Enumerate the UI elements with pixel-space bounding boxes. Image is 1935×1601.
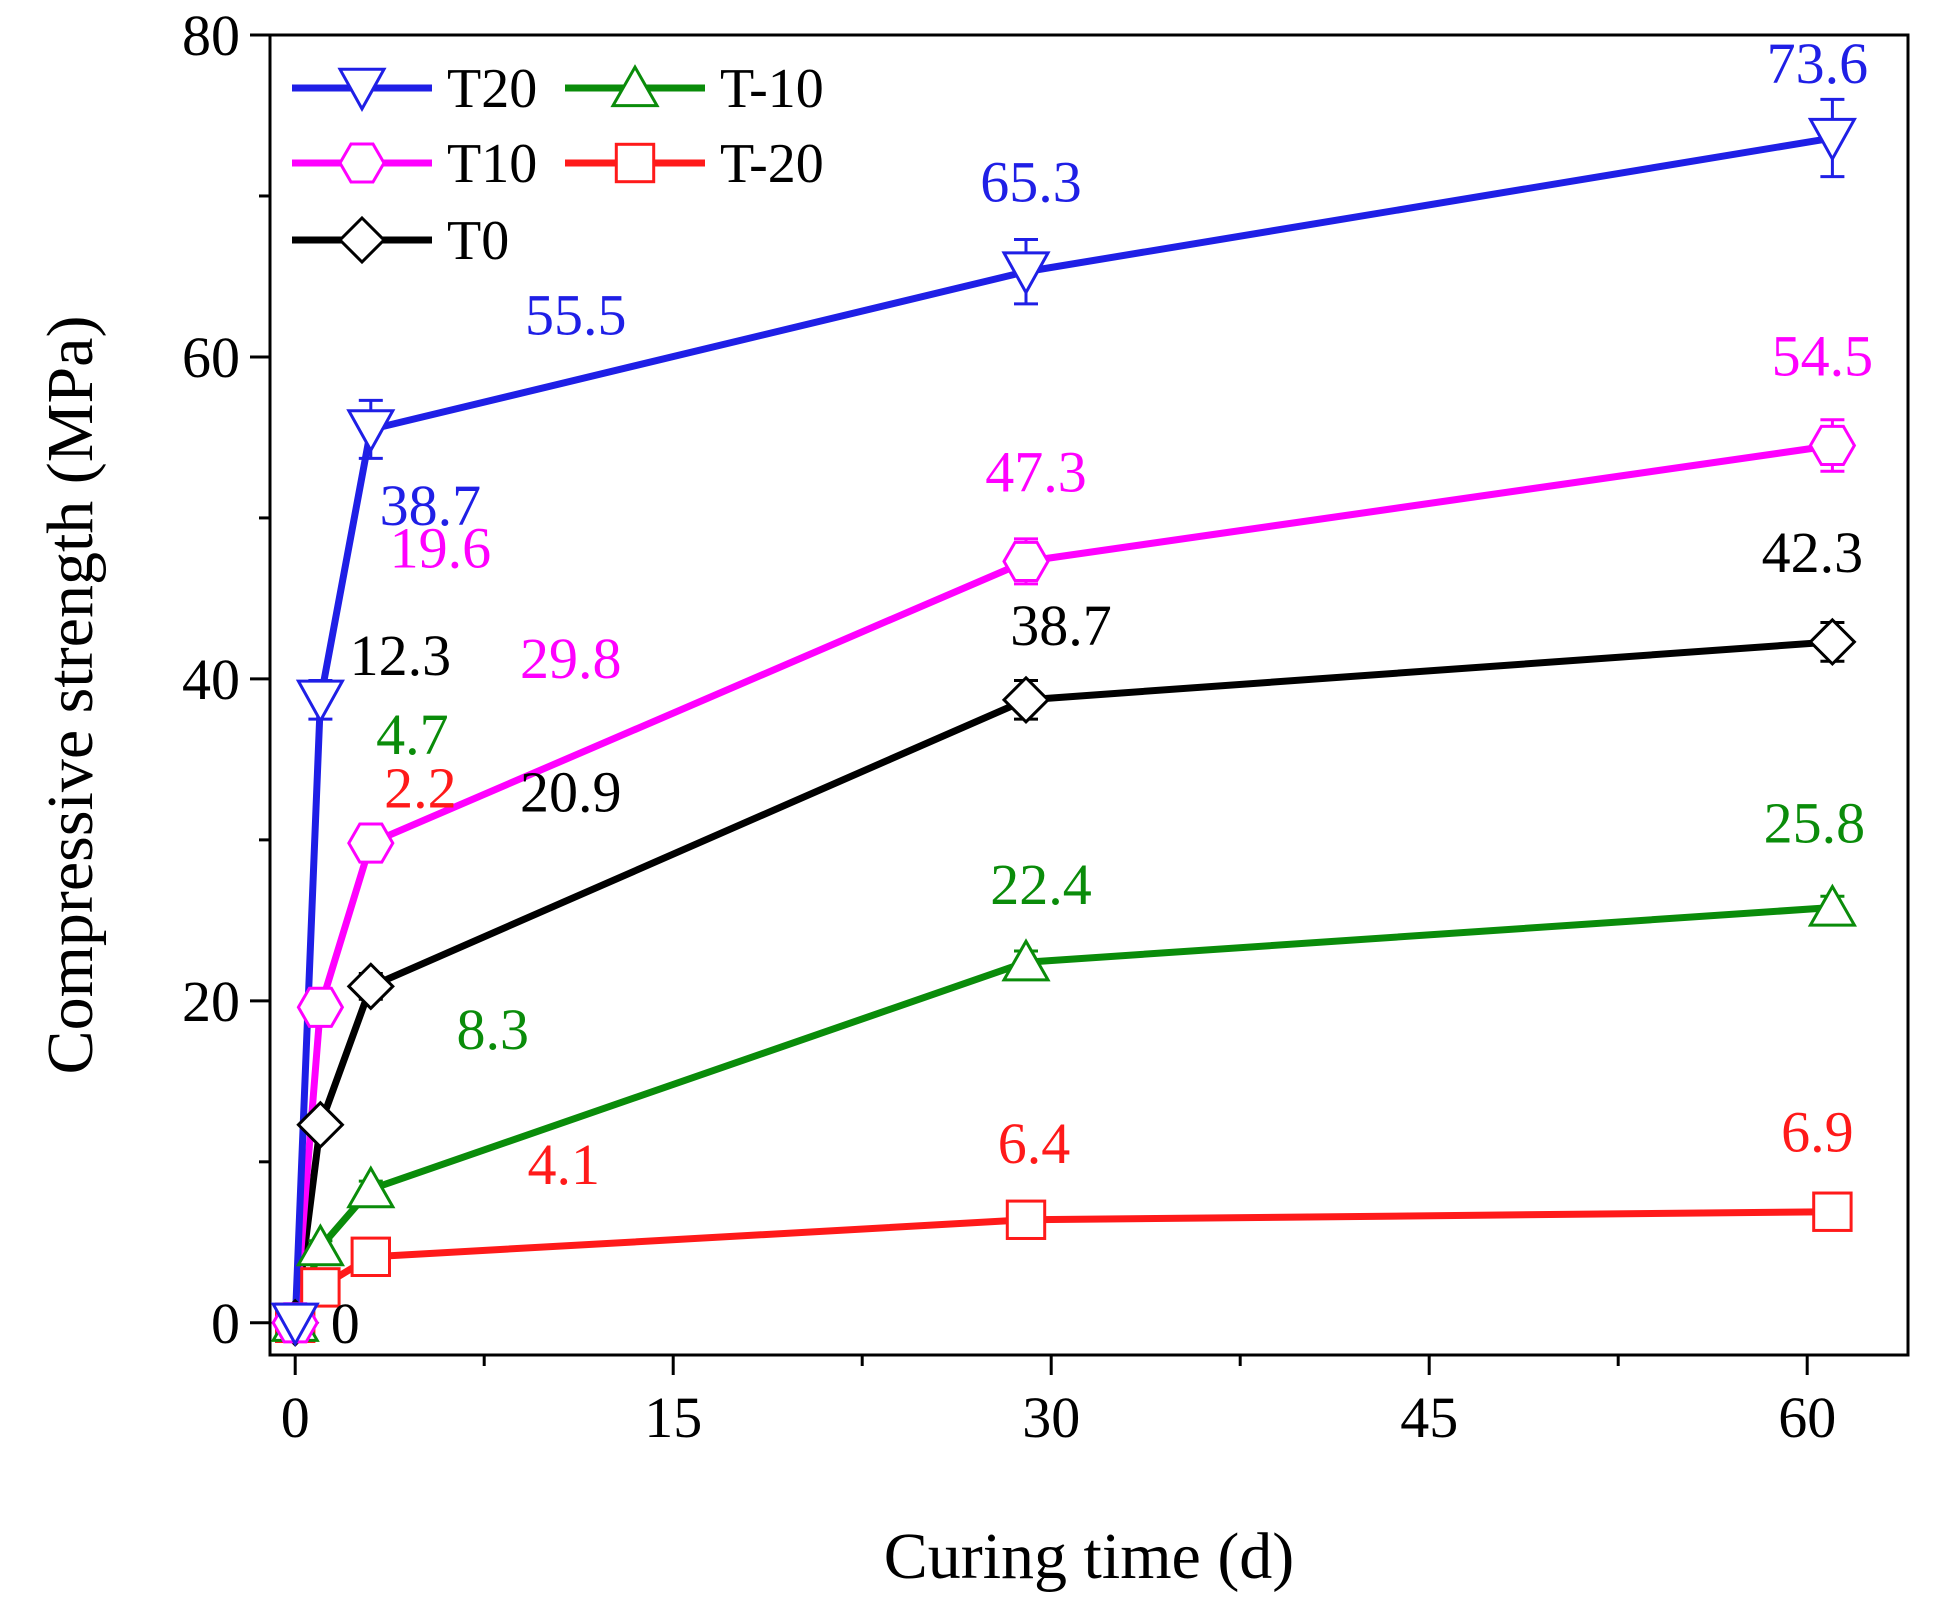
- data-label-t-10: 8.3: [457, 997, 530, 1062]
- legend-label-t-20: T-20: [720, 133, 824, 195]
- point-t0-marker: [346, 962, 395, 1011]
- legend-t-10-marker: [610, 64, 660, 108]
- legend-item-t10: T10: [292, 133, 537, 195]
- x-tick-label: 30: [1022, 1385, 1080, 1450]
- data-label-origin: 0: [331, 1291, 360, 1356]
- point-t0-marker: [296, 1100, 345, 1149]
- point-t10-marker: [296, 986, 345, 1028]
- point-t-20-marker: [1812, 1191, 1853, 1232]
- data-labels: 38.7 55.5 65.3 73.6 19.6 29.8 47.3 54.5 12.3 20.9…: [331, 31, 1873, 1356]
- x-tick-label: 45: [1400, 1385, 1458, 1450]
- point-t20-marker: [346, 409, 396, 454]
- point-t-20-marker: [300, 1267, 341, 1308]
- y-tick-label: 20: [182, 969, 240, 1034]
- legend-label-t-10: T-10: [720, 58, 824, 120]
- data-label-t0: 38.7: [1010, 593, 1112, 658]
- legend-label-t10: T10: [447, 133, 537, 195]
- data-label-t0: 12.3: [350, 623, 452, 688]
- data-label-t-20: 2.2: [384, 755, 457, 820]
- y-tick-label: 60: [182, 325, 240, 390]
- legend-t0-marker: [337, 215, 387, 265]
- legend-label-t0: T0: [447, 210, 509, 272]
- point-t-10-marker: [295, 1223, 345, 1267]
- data-label-t0: 20.9: [520, 759, 622, 824]
- point-t-10-marker: [1807, 883, 1857, 927]
- point-t20-marker: [1001, 251, 1051, 296]
- legend-label-t20: T20: [447, 58, 537, 120]
- data-label-t-20: 6.4: [998, 1111, 1071, 1176]
- legend-t-20-marker: [614, 142, 656, 184]
- data-label-t20: 38.7: [380, 473, 482, 538]
- point-t-10-marker: [1001, 938, 1051, 982]
- legend: T20 T10 T0 T-10 T-20: [292, 58, 824, 272]
- series-markers: [270, 117, 1857, 1347]
- data-label-t-20: 4.1: [528, 1132, 601, 1197]
- data-label-t20: 73.6: [1767, 31, 1869, 96]
- data-label-t10: 29.8: [520, 626, 622, 691]
- data-label-t-10: 22.4: [990, 852, 1092, 917]
- legend-item-t-20: T-20: [565, 133, 824, 195]
- legend-item-t-10: T-10: [565, 58, 824, 120]
- x-tick-label: 15: [644, 1385, 702, 1450]
- plot-border: [268, 33, 1910, 1357]
- point-t-20-marker: [1005, 1199, 1047, 1240]
- y-tick-label: 40: [182, 647, 240, 712]
- y-axis-title: Compressive strength (MPa): [34, 316, 107, 1075]
- data-label-t-10: 25.8: [1764, 790, 1866, 855]
- point-t-10-marker: [346, 1165, 396, 1209]
- point-t-20-marker: [350, 1236, 392, 1278]
- data-label-t10: 19.6: [390, 515, 492, 580]
- point-t0-marker: [1808, 617, 1857, 666]
- x-axis: 0 15 30 45 60: [281, 1355, 1836, 1450]
- series-line-t-20: [292, 1208, 1833, 1325]
- x-tick-label: 60: [1778, 1385, 1836, 1450]
- x-axis-title: Curing time (d): [884, 1520, 1295, 1593]
- data-label-t10: 47.3: [985, 439, 1087, 504]
- y-tick-label: 0: [211, 1291, 240, 1356]
- data-label-t20: 55.5: [525, 282, 627, 347]
- data-label-t10: 54.5: [1772, 323, 1874, 388]
- point-t20-marker: [270, 1302, 320, 1347]
- data-label-t0: 42.3: [1762, 520, 1864, 585]
- point-t10-marker: [347, 822, 395, 864]
- point-t0-marker: [1001, 675, 1051, 724]
- data-label-t-20: 6.9: [1781, 1100, 1854, 1165]
- y-tick-label: 80: [182, 3, 240, 68]
- x-tick-label: 0: [281, 1385, 310, 1450]
- point-t10-marker: [1002, 540, 1050, 582]
- data-label-t20: 65.3: [980, 150, 1082, 215]
- data-label-t-10: 4.7: [376, 702, 449, 767]
- legend-item-t20: T20: [292, 58, 537, 120]
- plot-frame: [268, 33, 1910, 1357]
- legend-t20-marker: [337, 67, 387, 112]
- point-t20-marker: [1807, 117, 1857, 163]
- point-t10-marker: [1808, 424, 1857, 467]
- point-t20-marker: [295, 679, 345, 724]
- y-axis: 0 20 40 60 80: [182, 3, 270, 1356]
- legend-t10-marker: [338, 142, 386, 184]
- legend-item-t0: T0: [292, 210, 509, 272]
